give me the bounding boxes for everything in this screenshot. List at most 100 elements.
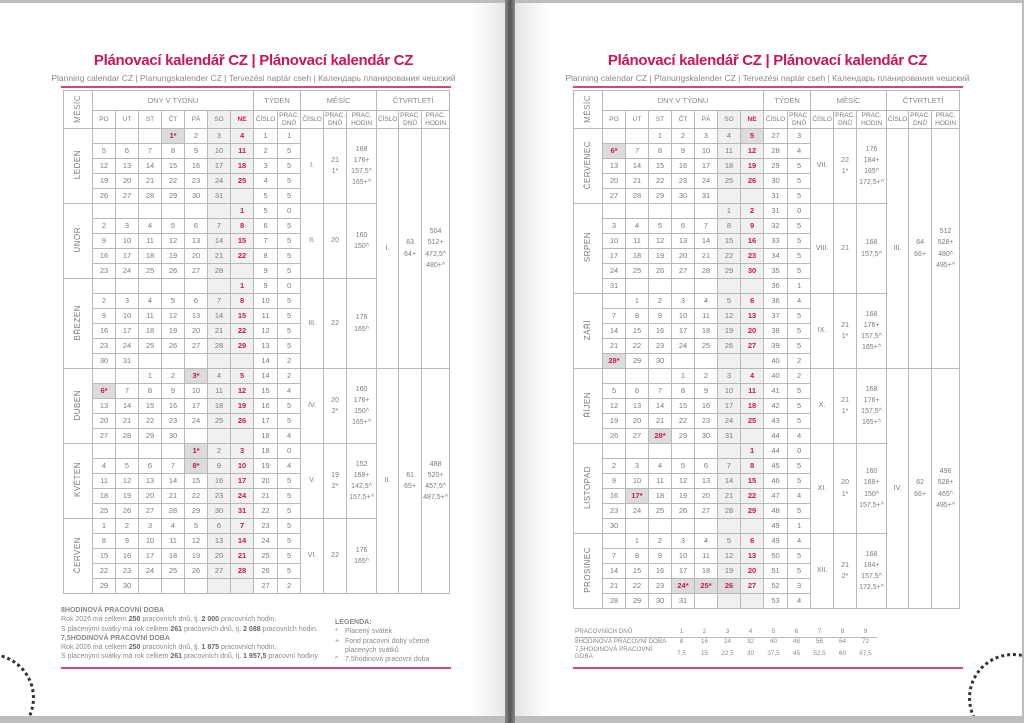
week-number: 4 xyxy=(253,173,279,189)
week-work-days: 2 xyxy=(787,368,812,384)
month-number: IV. xyxy=(300,368,325,444)
day-cell: 2 xyxy=(207,443,231,459)
day-cell: 17* xyxy=(625,488,649,504)
day-cell: 24 xyxy=(229,488,255,504)
week-number: 44 xyxy=(763,443,789,459)
week-number: 11 xyxy=(253,308,279,324)
day-cell: 19 xyxy=(184,548,208,564)
day-cell: 20 xyxy=(671,248,695,264)
day-cell: 27 xyxy=(184,338,208,354)
text: pracovní hodiny. xyxy=(266,653,320,661)
day-cell: 16 xyxy=(648,563,672,579)
day-cell: 25 xyxy=(138,263,162,279)
week-row: 21 22 23 24 25 26 27 39 5 xyxy=(574,338,960,354)
header-day-út: ÚT xyxy=(625,110,649,129)
header-sub: PRAC. HODIN xyxy=(931,110,961,129)
header-day-pá: PÁ xyxy=(184,110,208,129)
page-title: Plánovací kalendář CZ | Plánovací kalend… xyxy=(607,52,928,69)
day-cell xyxy=(115,443,139,459)
day-cell: 8 xyxy=(92,533,116,549)
day-cell: 7 xyxy=(602,548,626,564)
day-cell: 17 xyxy=(115,248,139,264)
week-work-days: 2 xyxy=(277,353,302,369)
day-cell: 15 xyxy=(625,323,649,339)
week-number: 41 xyxy=(763,383,789,399)
month-number: I. xyxy=(300,128,325,204)
week-number: 31 xyxy=(763,188,789,204)
day-cell: 22 xyxy=(739,488,765,504)
day-cell: 27 xyxy=(694,503,718,519)
day-cell: 30 xyxy=(694,428,718,444)
day-cell xyxy=(648,368,672,384)
day-cell: 12 xyxy=(161,308,185,324)
day-cell: 16 xyxy=(92,248,116,264)
day-cell xyxy=(115,203,139,219)
week-work-days: 5 xyxy=(277,323,302,339)
month-work-hours: 152 168+ 142,5^ 157,5+^ xyxy=(346,443,378,519)
day-cell xyxy=(694,353,718,369)
week-row: 27 28 29 30 31 31 5 xyxy=(574,188,960,204)
week-work-days: 5 xyxy=(787,188,812,204)
day-cell: 6 xyxy=(671,218,695,234)
week-work-days: 4 xyxy=(787,593,812,609)
day-cell xyxy=(138,278,162,294)
week-work-days: 4 xyxy=(277,383,302,399)
day-cell: 7 xyxy=(694,218,718,234)
day-cell xyxy=(184,353,208,369)
value: 1 875 xyxy=(201,644,220,652)
quarter-work-hours: 512 528+ 480^ 495+^ xyxy=(931,128,961,369)
week-number: 10 xyxy=(253,293,279,309)
header-sub: PRAC. HODIN xyxy=(856,110,888,129)
day-cell: 27 xyxy=(207,563,231,579)
calendar-table-h2: MĚSÍC DNY V TÝDNU TÝDEN MĚSÍC ČTVRTLETÍ PO ÚT S… xyxy=(573,90,961,609)
day-cell: 14 xyxy=(717,473,741,489)
text: pracovních hodin. xyxy=(219,616,277,624)
day-cell: 19 xyxy=(161,248,185,264)
hours-header-day: 3 xyxy=(716,628,739,638)
day-cell: 31 xyxy=(115,353,139,369)
month-work-days: 21 1* xyxy=(323,128,348,204)
day-cell: 10 xyxy=(602,233,626,249)
text: pracovních dnů, tj. xyxy=(140,644,202,652)
hours-header-day: 7 xyxy=(808,628,831,638)
text: pracovních dnů, tj. xyxy=(140,616,202,624)
week-number: 22 xyxy=(253,503,279,519)
week-work-days: 5 xyxy=(277,158,302,174)
day-cell: 12 xyxy=(671,473,695,489)
day-cell: 30 xyxy=(671,188,695,204)
day-cell: 6 xyxy=(739,533,765,549)
week-work-days: 5 xyxy=(787,413,812,429)
day-cell: 10 xyxy=(207,143,231,159)
day-cell: 20 xyxy=(739,563,765,579)
value: 261 xyxy=(170,625,182,633)
day-cell: 5 xyxy=(161,218,185,234)
footer-8h-title: 8HODINOVÁ PRACOVNÍ DOBA xyxy=(61,607,165,614)
day-cell: 14 xyxy=(229,533,255,549)
month-number: IX. xyxy=(810,293,835,369)
day-cell: 2 xyxy=(648,293,672,309)
header-day-so: SO xyxy=(717,110,741,129)
week-work-days: 1 xyxy=(277,128,302,144)
day-cell: 3* xyxy=(184,368,208,384)
day-cell: 9 xyxy=(694,383,718,399)
day-cell xyxy=(602,203,626,219)
month-work-days: 22 1* xyxy=(833,128,858,204)
day-cell: 22 xyxy=(161,173,185,189)
day-cell: 24 xyxy=(115,263,139,279)
week-row: 15 16 17 18 19 20 21 25 5 xyxy=(64,548,450,564)
day-cell: 28 xyxy=(229,563,255,579)
header-day-út: ÚT xyxy=(115,110,139,129)
day-cell: 13 xyxy=(694,473,718,489)
day-cell: 6* xyxy=(92,383,116,399)
footer-8h-line1: Rok 2026 má celkem 250 pracovních dnů, t… xyxy=(61,615,319,624)
day-cell: 2 xyxy=(648,533,672,549)
header-week: TÝDEN xyxy=(253,90,302,111)
week-work-days: 5 xyxy=(787,263,812,279)
day-cell: 21 xyxy=(138,173,162,189)
day-cell: 28 xyxy=(207,263,231,279)
day-cell xyxy=(92,128,116,144)
week-number: 2 xyxy=(253,143,279,159)
day-cell: 10 xyxy=(694,143,718,159)
day-cell: 11 xyxy=(161,533,185,549)
day-cell: 3 xyxy=(115,218,139,234)
